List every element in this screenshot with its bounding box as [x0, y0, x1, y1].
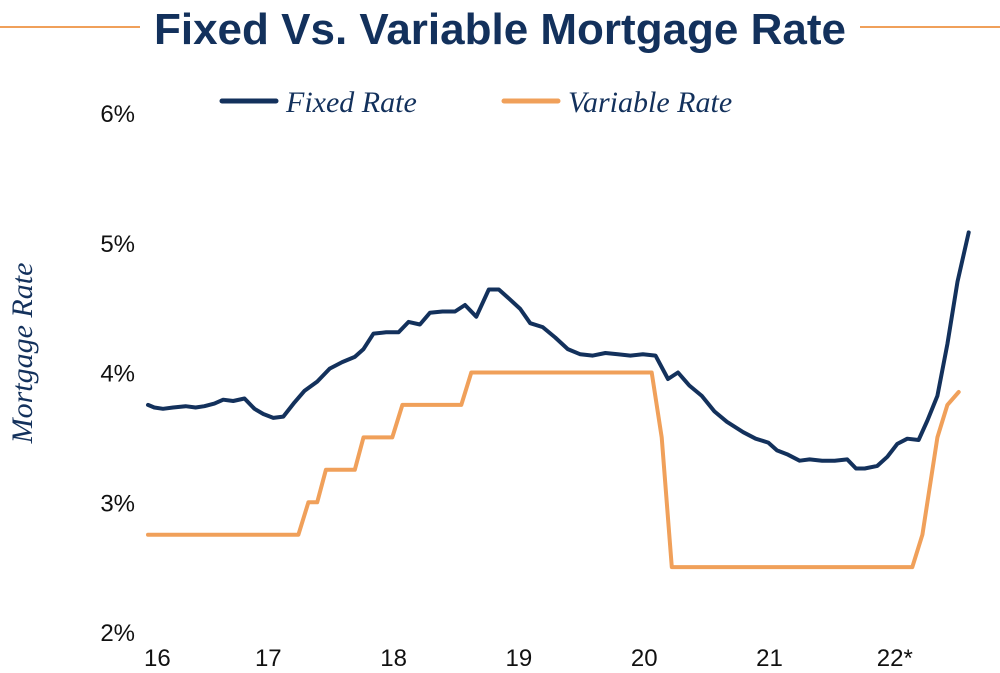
chart-title: Fixed Vs. Variable Mortgage Rate	[154, 5, 846, 54]
x-axis-ticks: 16 17 18 19 20 21 22*	[144, 645, 913, 672]
y-tick-label: 3%	[100, 490, 135, 517]
x-tick-label: 16	[144, 645, 171, 672]
y-tick-label: 5%	[100, 231, 135, 258]
x-tick-label: 19	[506, 645, 533, 672]
y-tick-label: 6%	[100, 101, 135, 128]
y-tick-label: 2%	[100, 620, 135, 647]
series-layer	[146, 230, 971, 570]
x-tick-label: 18	[380, 645, 407, 672]
legend: Fixed Rate Variable Rate	[219, 86, 732, 119]
y-tick-label: 4%	[100, 361, 135, 388]
x-tick-label: 21	[756, 645, 783, 672]
y-axis-ticks: 2% 3% 4% 5% 6%	[100, 101, 135, 647]
fixed-rate-line	[146, 230, 971, 471]
x-tick-label: 22*	[877, 645, 913, 672]
y-axis-label: Mortgage Rate	[6, 263, 39, 445]
legend-fixed-label: Fixed Rate	[285, 86, 417, 119]
legend-variable-label: Variable Rate	[568, 86, 732, 119]
variable-rate-line	[146, 370, 961, 570]
x-tick-label: 17	[255, 645, 282, 672]
x-tick-label: 20	[631, 645, 658, 672]
